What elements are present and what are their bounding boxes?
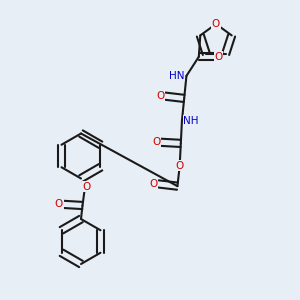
Text: NH: NH [183,116,199,126]
Text: HN: HN [169,71,185,81]
Text: O: O [150,179,158,189]
Text: O: O [82,182,91,192]
Text: O: O [156,91,165,101]
Text: O: O [176,161,184,171]
Text: O: O [214,52,222,62]
Text: O: O [152,137,160,147]
Text: O: O [55,200,63,209]
Text: O: O [212,19,220,29]
